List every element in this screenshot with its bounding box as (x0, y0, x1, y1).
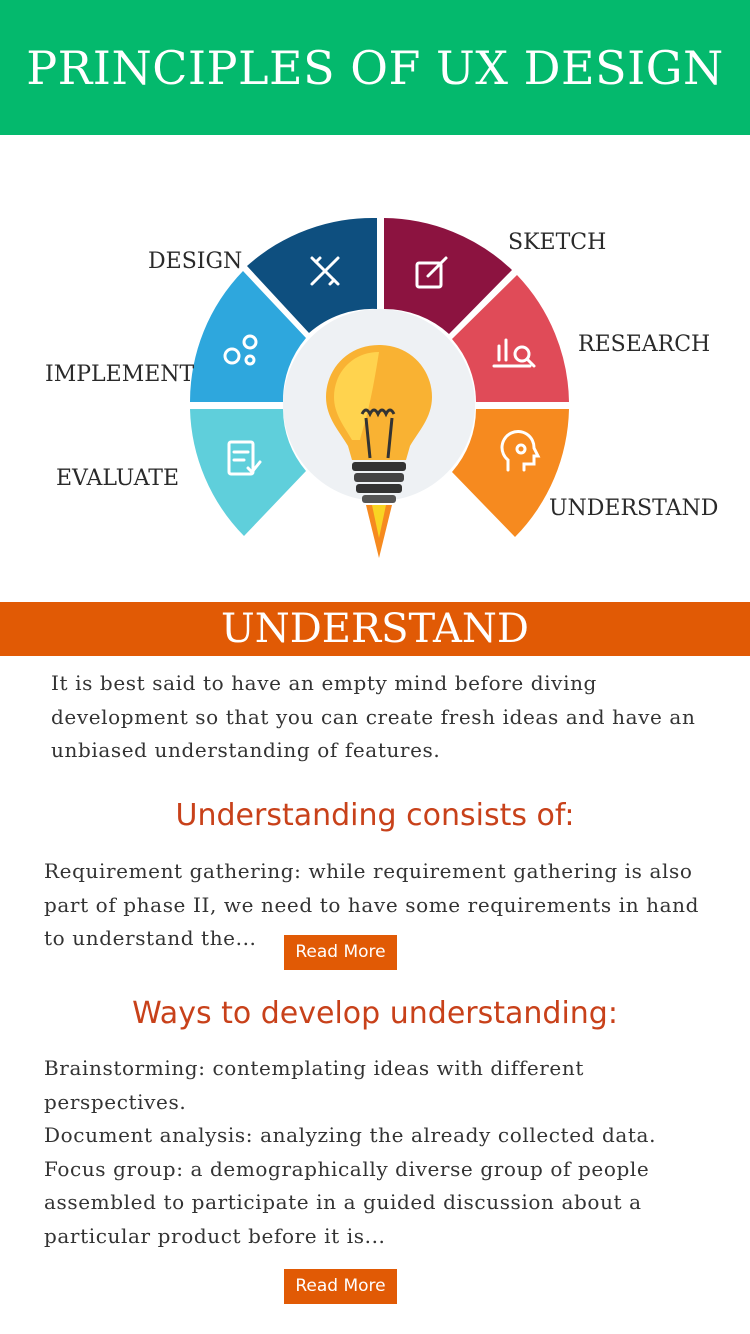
ways-line: Brainstorming: contemplating ideas with … (44, 1056, 584, 1080)
ways-line: Document analysis: analyzing the already… (44, 1123, 657, 1147)
document-check-icon (227, 440, 262, 476)
lightbulb-icon (326, 345, 432, 558)
segment-research (452, 275, 569, 402)
section-header: UNDERSTAND (0, 602, 750, 656)
edit-icon (415, 256, 448, 289)
ways-line: perspectives. (44, 1089, 187, 1114)
segment-sketch (384, 218, 512, 334)
intro-line: development so that you can create fresh… (51, 704, 696, 729)
label-research: RESEARCH (578, 332, 711, 357)
label-evaluate: EVALUATE (56, 466, 180, 491)
ways-line: assembled to participate in a guided dis… (44, 1190, 642, 1214)
intro-line: unbiased understanding of features. (51, 738, 441, 762)
label-sketch: SKETCH (508, 230, 607, 255)
intro-line: It is best said to have an empty mind be… (51, 671, 597, 695)
label-understand: UNDERSTAND (549, 496, 719, 521)
page-title: PRINCIPLES OF UX DESIGN (26, 41, 724, 95)
ways-line: particular product before it is... (44, 1223, 386, 1248)
ways-paragraph: Brainstorming: contemplating ideas with … (44, 1052, 734, 1253)
page-header: PRINCIPLES OF UX DESIGN (0, 0, 750, 135)
ways-heading: Ways to develop understanding: (132, 996, 618, 1031)
consists-line: to understand the... (44, 926, 257, 950)
consists-paragraph: Requirement gathering: while requirement… (44, 855, 734, 956)
read-more-button[interactable]: Read More (284, 935, 397, 970)
label-design: DESIGN (148, 249, 243, 274)
segment-understand (452, 409, 569, 537)
ux-process-diagram: DESIGN SKETCH RESEARCH IMPLEMENT EVALUAT… (0, 135, 750, 602)
ways-line: Focus group: a demographically diverse g… (44, 1156, 650, 1181)
chart-search-icon (492, 338, 536, 368)
pencil-ruler-icon (310, 256, 340, 286)
section-title: UNDERSTAND (221, 606, 529, 652)
head-gears-icon (500, 430, 541, 472)
ux-wheel-graphic (189, 217, 569, 558)
consists-line: Requirement gathering: while requirement… (44, 859, 693, 883)
read-more-button[interactable]: Read More (284, 1269, 397, 1304)
label-implement: IMPLEMENT (45, 362, 195, 387)
consists-line: part of phase II, we need to have some r… (44, 892, 700, 917)
gears-icon (223, 334, 258, 366)
intro-paragraph: It is best said to have an empty mind be… (51, 667, 731, 768)
segment-design (247, 217, 377, 333)
consists-heading: Understanding consists of: (175, 798, 575, 833)
